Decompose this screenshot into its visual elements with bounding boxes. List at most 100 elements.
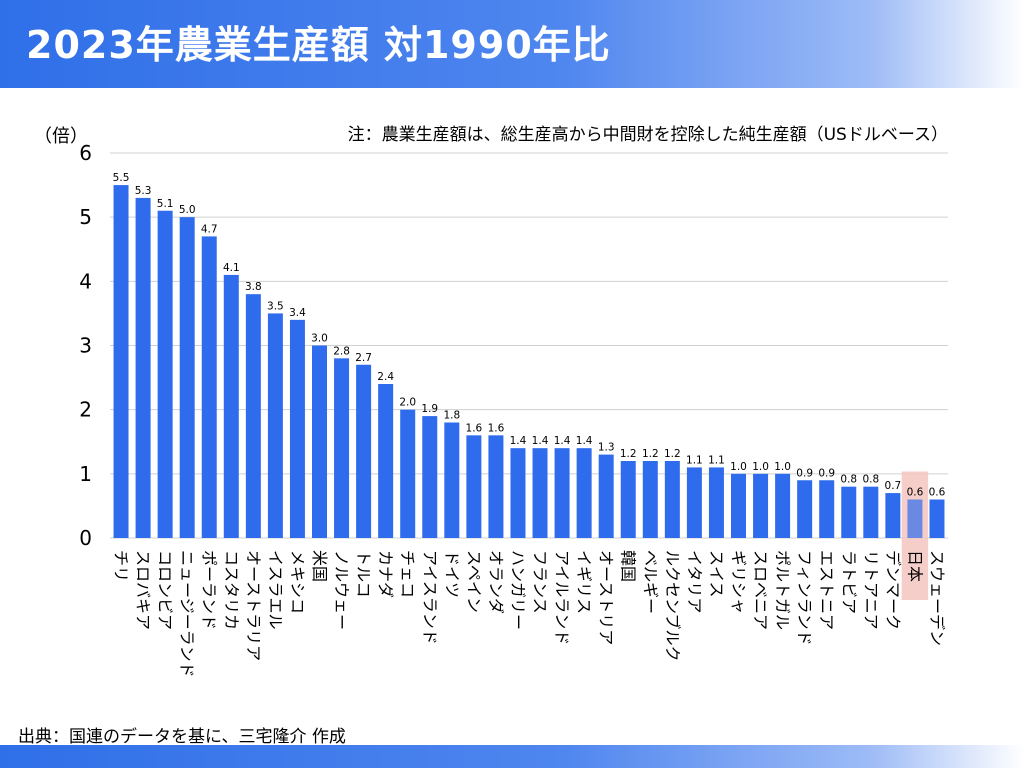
data-label: 1.0: [730, 461, 747, 473]
data-label: 1.2: [664, 448, 681, 460]
category-label: オーストラリア: [244, 550, 263, 661]
bar: [488, 435, 504, 538]
bar: [532, 448, 548, 538]
category-label: チリ: [112, 550, 131, 582]
category-label: ポーランド: [200, 550, 219, 630]
category-label: ニュージーランド: [178, 550, 197, 678]
bar: [223, 274, 239, 538]
data-label: 5.5: [113, 172, 130, 184]
data-label: 0.7: [885, 480, 902, 492]
category-label: オーストリア: [597, 550, 616, 645]
bar: [929, 499, 945, 538]
bar: [378, 384, 394, 538]
y-tick-label: 2: [79, 398, 92, 422]
category-label: ルクセンブルク: [663, 550, 682, 662]
y-axis-label: （倍）: [34, 126, 88, 147]
category-label: アイルランド: [553, 550, 572, 645]
bar: [775, 473, 791, 538]
data-label: 1.1: [686, 454, 703, 466]
bar: [841, 486, 857, 538]
category-label: スペイン: [464, 550, 483, 613]
source-note: 出典：国連のデータを基に、三宅隆介 作成: [18, 727, 346, 747]
category-label: デンマーク: [883, 550, 902, 630]
category-label: リトアニア: [861, 550, 880, 630]
data-label: 0.6: [907, 487, 924, 499]
bar: [201, 236, 217, 538]
category-label: フィンランド: [795, 550, 814, 646]
data-label: 1.6: [488, 422, 505, 434]
data-label: 1.6: [466, 422, 483, 434]
category-label: ラトビア: [839, 550, 858, 614]
data-label: 0.6: [929, 487, 946, 499]
category-label: エストニア: [817, 550, 836, 630]
category-label: 韓国: [619, 550, 638, 582]
data-label: 0.8: [840, 474, 857, 486]
bar: [686, 467, 702, 538]
category-label: ベルギー: [641, 550, 660, 614]
bar: [422, 416, 438, 538]
data-label: 0.8: [862, 474, 879, 486]
data-label: 2.0: [399, 397, 416, 409]
bar: [400, 409, 416, 538]
category-label: ギリシャ: [729, 550, 748, 614]
data-label: 3.4: [289, 307, 306, 319]
data-label: 1.9: [421, 403, 438, 415]
bar: [312, 345, 327, 538]
bar: [907, 499, 923, 538]
data-label: 3.8: [245, 281, 262, 293]
data-label: 4.7: [201, 223, 218, 235]
y-tick-label: 6: [79, 141, 92, 165]
bar: [576, 448, 592, 538]
bar: [664, 461, 680, 538]
bar: [356, 364, 372, 538]
bar: [510, 448, 526, 538]
bar: [113, 185, 129, 539]
data-label: 1.4: [554, 435, 571, 447]
data-label: 0.9: [796, 467, 813, 479]
data-label: 0.9: [818, 467, 835, 479]
bar: [466, 435, 482, 538]
category-label: ハンガリー: [508, 550, 527, 630]
bar: [554, 448, 570, 538]
category-label: トルコ: [354, 550, 373, 598]
category-label: ポルトガル: [773, 550, 792, 630]
bar: [267, 313, 283, 538]
category-label: イギリス: [575, 550, 594, 614]
y-tick-label: 5: [79, 205, 92, 229]
data-label: 4.1: [223, 262, 240, 274]
data-label: 1.2: [620, 448, 637, 460]
chart-note: 注：農業生産額は、総生産高から中間財を控除した純生産額（USドルベース）: [348, 125, 948, 145]
data-label: 1.4: [510, 435, 527, 447]
bar: [598, 454, 614, 538]
bar: [620, 461, 636, 538]
category-label: コロンビア: [156, 550, 175, 630]
data-label: 5.3: [135, 185, 152, 197]
bar: [334, 358, 350, 538]
category-label: メキシコ: [288, 550, 307, 614]
y-tick-label: 1: [79, 462, 92, 486]
bar: [797, 480, 813, 538]
category-label: 米国: [310, 550, 329, 582]
category-label: 日本: [905, 550, 924, 582]
bar: [819, 480, 835, 538]
category-label: イスラエル: [266, 550, 285, 630]
data-label: 1.8: [443, 410, 460, 422]
category-label: アイスランド: [420, 550, 439, 645]
bar: [289, 319, 305, 538]
data-label: 1.1: [708, 454, 725, 466]
bar: [731, 473, 746, 538]
category-label: スロベニア: [751, 550, 770, 630]
category-label: イタリア: [685, 550, 704, 613]
data-label: 2.8: [333, 345, 350, 357]
bar: [179, 217, 195, 538]
bar: [157, 210, 173, 538]
category-label: チェコ: [398, 550, 417, 598]
data-label: 3.5: [267, 300, 284, 312]
y-tick-label: 4: [79, 269, 92, 293]
bar: [444, 422, 460, 538]
data-label: 1.0: [774, 461, 791, 473]
bar: [135, 197, 151, 538]
category-label: スロバキア: [134, 550, 153, 630]
y-tick-label: 0: [79, 526, 92, 550]
